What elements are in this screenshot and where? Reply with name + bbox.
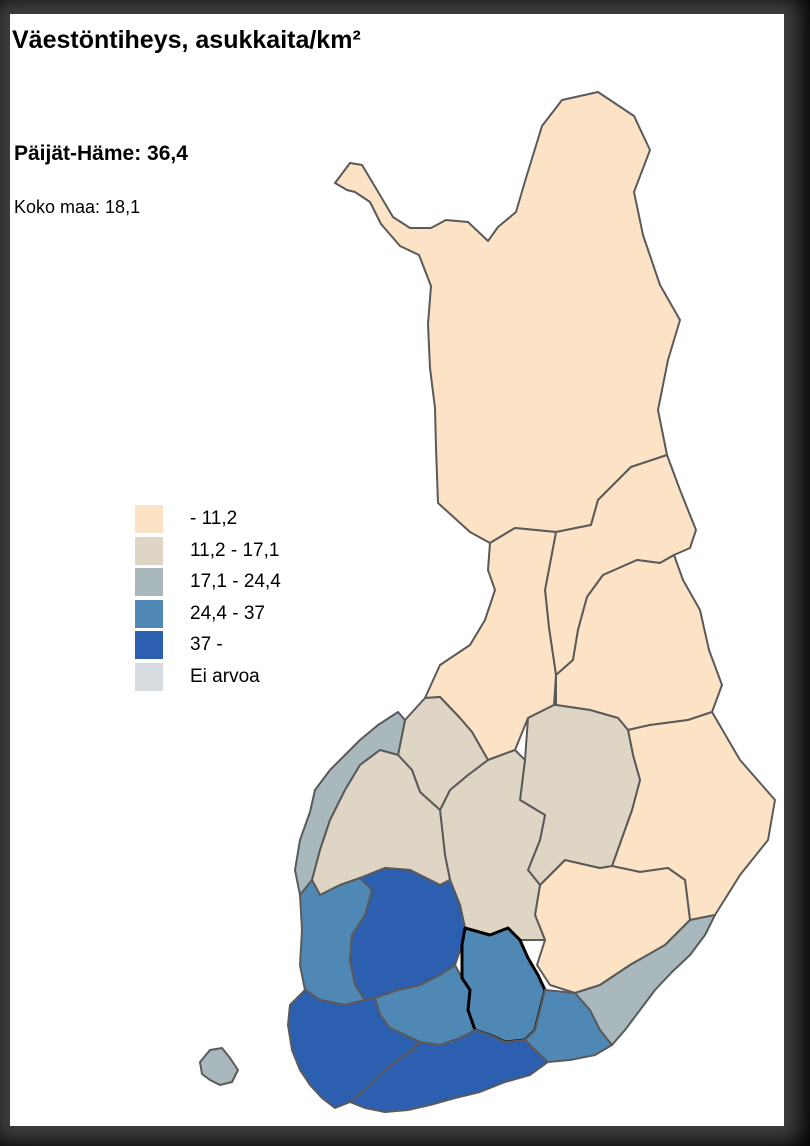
legend-label: 37 - xyxy=(190,634,223,655)
selected-region-value: Päijät-Häme: 36,4 xyxy=(14,142,188,165)
legend-label: 17,1 - 24,4 xyxy=(190,571,281,592)
legend-item: 17,1 - 24,4 xyxy=(135,568,355,600)
region-uusimaa[interactable] xyxy=(349,1029,549,1113)
country-value: Koko maa: 18,1 xyxy=(14,197,141,217)
legend-swatch xyxy=(135,505,163,533)
legend-label: 11,2 - 17,1 xyxy=(190,539,280,561)
legend-swatch xyxy=(135,662,163,691)
legend-item: 24,4 - 37 xyxy=(135,599,355,632)
region-lappi[interactable] xyxy=(334,91,681,544)
legend-item: Ei arvoa xyxy=(135,662,355,695)
region-ahvenanmaa[interactable] xyxy=(199,1047,239,1086)
legend-swatch xyxy=(135,599,163,628)
region-etela-karjala[interactable] xyxy=(574,914,716,1046)
legend-label: Ei arvoa xyxy=(190,665,260,687)
legend-label: - 11,2 xyxy=(190,508,238,529)
legend-swatch xyxy=(135,568,163,596)
finland-region-map xyxy=(199,91,776,1113)
legend-item: 11,2 - 17,1 xyxy=(135,536,355,569)
map-panel: Väestöntiheys, asukkaita/km² Päijät-Häme… xyxy=(10,14,784,1126)
legend-label: 24,4 - 37 xyxy=(190,602,265,624)
legend-item: 37 - xyxy=(135,631,355,663)
region-paijat-hame-selected[interactable] xyxy=(460,926,547,1044)
map-legend: - 11,2 11,2 - 17,1 17,1 - 24,4 24,4 - 37… xyxy=(135,505,355,694)
legend-swatch xyxy=(135,536,163,565)
legend-item: - 11,2 xyxy=(135,505,355,537)
legend-swatch xyxy=(135,631,163,659)
map-title: Väestöntiheys, asukkaita/km² xyxy=(12,26,361,54)
